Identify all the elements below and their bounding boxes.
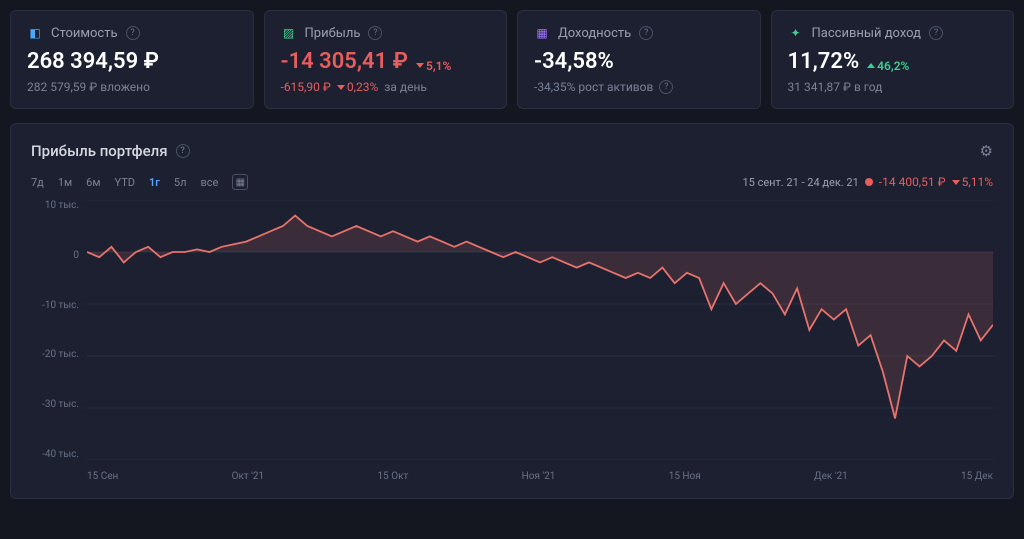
wallet-icon: ◧ — [27, 25, 43, 41]
chart-legend: 15 сент. 21 - 24 дек. 21 -14 400,51 ₽ 5,… — [742, 175, 993, 189]
income-icon: ✦ — [788, 25, 804, 41]
help-icon[interactable]: ? — [368, 26, 382, 40]
range-6m[interactable]: 6м — [86, 176, 100, 189]
help-icon[interactable]: ? — [176, 144, 190, 158]
card-amount: 268 394,59 ₽ — [27, 49, 237, 74]
gift-icon: ▦ — [534, 25, 550, 41]
y-axis-labels: 10 тыс.0-10 тыс.-20 тыс.-30 тыс.-40 тыс. — [31, 200, 79, 460]
card-sub: -34,35% рост активов ? — [534, 80, 744, 94]
help-icon[interactable]: ? — [659, 80, 673, 94]
card-sub: 31 341,87 ₽ в год — [788, 80, 998, 94]
range-all[interactable]: все — [200, 176, 218, 189]
card-amount: 11,72% 46,2% — [788, 49, 998, 74]
card-label: Стоимость — [51, 26, 118, 41]
range-ytd[interactable]: YTD — [115, 176, 135, 189]
card-yield: ▦ Доходность ? -34,58% -34,35% рост акти… — [517, 10, 761, 109]
pct-down: 5,1% — [416, 59, 451, 73]
legend-dot-icon — [865, 178, 873, 186]
summary-cards: ◧ Стоимость ? 268 394,59 ₽ 282 579,59 ₽ … — [10, 10, 1014, 109]
gear-icon[interactable]: ⚙ — [980, 142, 993, 160]
x-axis-labels: 15 СенОкт '2115 ОктНоя '2115 НояДек '211… — [87, 471, 993, 482]
card-label: Прибыль — [305, 26, 361, 41]
profit-chart-panel: Прибыль портфеля ? ⚙ 7д 1м 6м YTD 1г 5л … — [10, 123, 1014, 499]
help-icon[interactable]: ? — [929, 26, 943, 40]
help-icon[interactable]: ? — [126, 26, 140, 40]
card-value: ◧ Стоимость ? 268 394,59 ₽ 282 579,59 ₽ … — [10, 10, 254, 109]
card-sub: -615,90 ₽ 0,23% за день — [281, 80, 491, 94]
chart-up-icon: ▨ — [281, 25, 297, 41]
card-label: Пассивный доход — [812, 26, 921, 41]
range-1y[interactable]: 1г — [149, 176, 160, 189]
range-selector: 7д 1м 6м YTD 1г 5л все ▦ — [31, 174, 248, 190]
card-sub: 282 579,59 ₽ вложено — [27, 80, 237, 94]
card-amount: -34,58% — [534, 49, 744, 74]
range-7d[interactable]: 7д — [31, 176, 44, 189]
panel-title: Прибыль портфеля ? — [31, 142, 190, 160]
card-passive: ✦ Пассивный доход ? 11,72% 46,2% 31 341,… — [771, 10, 1015, 109]
range-5y[interactable]: 5л — [174, 176, 187, 189]
chart-plot — [87, 200, 993, 460]
card-profit: ▨ Прибыль ? -14 305,41 ₽ 5,1% -615,90 ₽ … — [264, 10, 508, 109]
calendar-icon[interactable]: ▦ — [232, 174, 248, 190]
chart-area: 10 тыс.0-10 тыс.-20 тыс.-30 тыс.-40 тыс.… — [31, 200, 993, 490]
card-label: Доходность — [558, 26, 631, 41]
help-icon[interactable]: ? — [639, 26, 653, 40]
range-1m[interactable]: 1м — [58, 176, 72, 189]
pct-up: 46,2% — [867, 59, 909, 73]
card-amount: -14 305,41 ₽ 5,1% — [281, 49, 491, 74]
